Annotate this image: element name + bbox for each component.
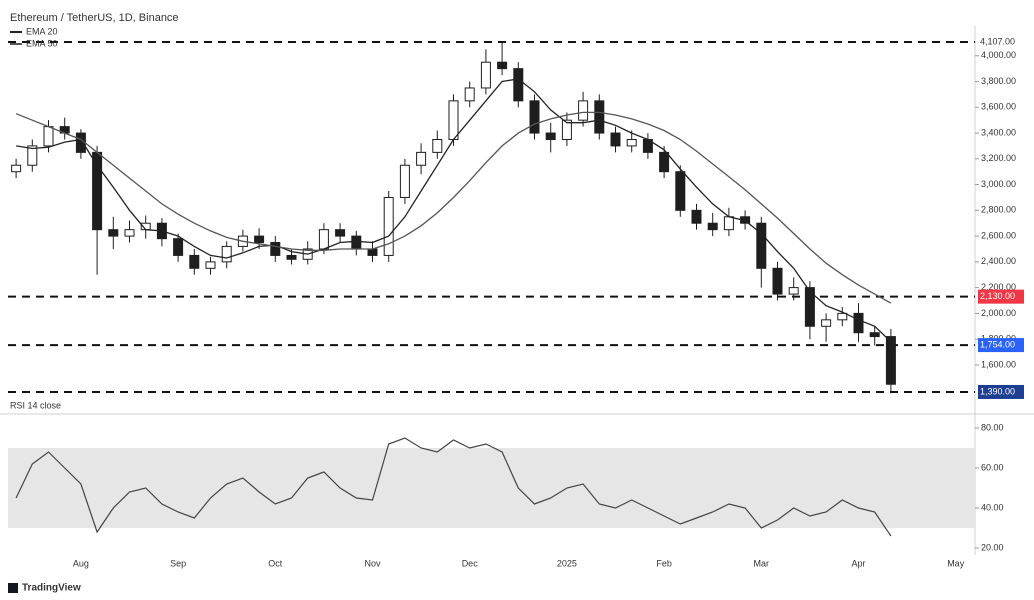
x-tick-label: Sep xyxy=(170,558,186,568)
y-tick-label: 2,400.00 xyxy=(981,256,1016,266)
candle-body xyxy=(675,171,686,211)
candle-body xyxy=(432,138,443,153)
candle-body xyxy=(189,254,200,269)
brand-logo xyxy=(8,583,18,593)
x-tick-label: Apr xyxy=(851,558,865,568)
candle-body xyxy=(27,145,38,166)
candle-body xyxy=(853,312,864,334)
x-tick-label: Feb xyxy=(656,558,672,568)
candle-body xyxy=(92,151,103,231)
y-tick-label: 2,200.00 xyxy=(981,282,1016,292)
candle-body xyxy=(335,229,346,237)
candle-body xyxy=(173,238,184,256)
candle-body xyxy=(205,261,216,269)
candle-body xyxy=(788,287,799,295)
chart-title: Ethereum / TetherUS, 1D, Binance xyxy=(10,12,179,24)
level-label: 1,754.00 xyxy=(980,339,1015,349)
level-label-box xyxy=(978,338,1024,353)
candle-body xyxy=(318,229,329,250)
y-tick-label: 80.00 xyxy=(981,422,1004,432)
candle-body xyxy=(513,68,524,102)
candle-body xyxy=(221,245,232,263)
x-tick-label: May xyxy=(947,558,965,568)
candle-body xyxy=(545,132,556,140)
rsi-band xyxy=(8,448,975,528)
x-tick-label: Aug xyxy=(73,558,89,568)
candle-body xyxy=(480,61,491,89)
y-tick-label: 1,600.00 xyxy=(981,359,1016,369)
candle-body xyxy=(11,164,22,173)
y-tick-label: 40.00 xyxy=(981,502,1004,512)
y-tick-label: 2,600.00 xyxy=(981,230,1016,240)
y-tick-label: 3,200.00 xyxy=(981,153,1016,163)
candle-body xyxy=(659,151,670,173)
y-tick-label: 2,800.00 xyxy=(981,205,1016,215)
candle-body xyxy=(804,287,815,327)
candle-body xyxy=(448,100,459,140)
level-label-box xyxy=(978,34,1024,49)
y-tick-label: 4,000.00 xyxy=(981,50,1016,60)
candle-body xyxy=(723,216,734,231)
y-tick-label: 3,800.00 xyxy=(981,76,1016,86)
candle-body xyxy=(399,164,410,198)
candle-body xyxy=(756,222,767,269)
candle-body xyxy=(610,132,621,147)
candle-body xyxy=(124,229,135,237)
candle-body xyxy=(43,126,54,147)
x-tick-label: Oct xyxy=(268,558,283,568)
level-label: 2,130.00 xyxy=(980,291,1015,301)
x-tick-label: Mar xyxy=(754,558,770,568)
rsi-line xyxy=(15,437,892,537)
indicator-label: RSI 14 close xyxy=(10,400,61,410)
moving-average xyxy=(15,111,892,304)
candle-body xyxy=(497,61,508,70)
level-label-box xyxy=(978,384,1024,399)
y-tick-label: 3,400.00 xyxy=(981,127,1016,137)
candle-body xyxy=(383,196,394,256)
candle-body xyxy=(626,138,637,147)
candle-body xyxy=(464,87,475,102)
level-label: 4,107.00 xyxy=(980,36,1015,46)
candle-body xyxy=(416,151,427,166)
candle-body xyxy=(270,242,281,256)
candle-body xyxy=(821,319,832,327)
legend-label: EMA 20 xyxy=(26,26,58,36)
x-tick-label: Nov xyxy=(364,558,381,568)
candle-body xyxy=(594,100,605,134)
candle-body xyxy=(707,222,718,231)
y-tick-label: 20.00 xyxy=(981,542,1004,552)
y-tick-label: 60.00 xyxy=(981,462,1004,472)
candle-body xyxy=(578,100,589,121)
candle-body xyxy=(869,332,880,338)
candle-body xyxy=(254,235,265,244)
candle-body xyxy=(837,312,848,321)
y-tick-label: 3,600.00 xyxy=(981,102,1016,112)
candle-body xyxy=(286,254,297,260)
moving-average xyxy=(15,78,892,343)
candle-body xyxy=(772,267,783,295)
candle-body xyxy=(561,119,572,140)
level-label: 1,390.00 xyxy=(980,386,1015,396)
brand: TradingView xyxy=(22,583,81,594)
legend-label: EMA 50 xyxy=(26,38,58,48)
candle-body xyxy=(351,235,362,250)
candle-body xyxy=(108,229,119,237)
candle-body xyxy=(529,100,540,134)
level-label-box xyxy=(978,289,1024,304)
x-tick-label: Dec xyxy=(462,558,479,568)
x-tick-label: 2025 xyxy=(557,558,577,568)
candle-body xyxy=(691,209,702,224)
y-tick-label: 2,000.00 xyxy=(981,308,1016,318)
y-tick-label: 3,000.00 xyxy=(981,179,1016,189)
candle-body xyxy=(885,336,896,385)
candle-body xyxy=(367,248,378,256)
